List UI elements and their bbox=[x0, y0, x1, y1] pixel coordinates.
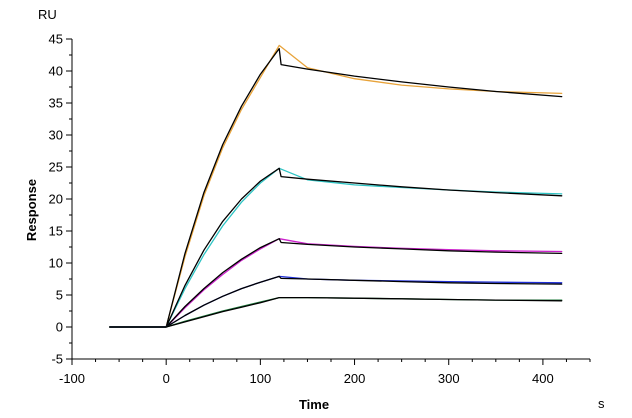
y-tick-label: 35 bbox=[49, 96, 63, 111]
series-line-2 bbox=[109, 47, 563, 328]
y-unit-label: RU bbox=[38, 7, 57, 22]
axes bbox=[71, 39, 590, 360]
series-line-8 bbox=[109, 275, 563, 328]
y-tick-label: 45 bbox=[49, 32, 63, 47]
series-line-10 bbox=[109, 296, 563, 328]
y-tick-label: 25 bbox=[49, 160, 63, 175]
x-unit-label: s bbox=[598, 396, 605, 411]
y-tick-label: 5 bbox=[56, 288, 63, 303]
y-tick-label: -5 bbox=[51, 352, 63, 367]
y-tick-label: 20 bbox=[49, 192, 63, 207]
y-tick-label: 40 bbox=[49, 64, 63, 79]
x-axis-title: Time bbox=[299, 397, 329, 412]
y-axis-title: Response bbox=[24, 179, 39, 241]
y-tick-label: 0 bbox=[56, 320, 63, 335]
x-tick-label: 200 bbox=[344, 371, 366, 386]
x-tick-label: -100 bbox=[59, 371, 85, 386]
x-tick-label: 0 bbox=[163, 371, 170, 386]
y-tick-label: 10 bbox=[49, 256, 63, 271]
series-line-4 bbox=[109, 167, 563, 328]
y-tick-label: 15 bbox=[49, 224, 63, 239]
series-line-6 bbox=[109, 238, 563, 328]
x-tick-label: 100 bbox=[250, 371, 272, 386]
series-layer bbox=[109, 44, 563, 328]
x-tick-label: 400 bbox=[532, 371, 554, 386]
x-tick-label: 300 bbox=[438, 371, 460, 386]
y-tick-label: 30 bbox=[49, 128, 63, 143]
tick-layer: -5 0 5 10 15 20 25 30 35 40 45 -100 0 100 200 300 400 bbox=[49, 32, 591, 386]
